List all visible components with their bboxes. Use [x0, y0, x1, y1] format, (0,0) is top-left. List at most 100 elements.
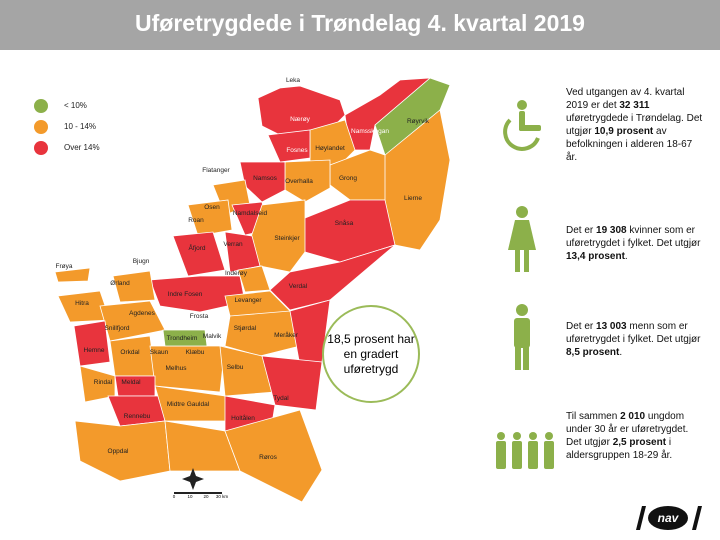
- map-label: Røyrvik: [407, 118, 430, 125]
- scale-label: 0: [173, 494, 176, 499]
- region: [54, 267, 91, 283]
- legend-swatch: [34, 120, 48, 134]
- group-icon: [496, 432, 554, 469]
- map-label: Snillfjord: [105, 325, 130, 332]
- map-label: Meråker: [274, 331, 299, 339]
- map-label: Rennebu: [124, 413, 151, 420]
- logo-text: nav: [658, 511, 680, 525]
- map-label: Verran: [223, 241, 243, 248]
- legend-swatch: [34, 99, 48, 113]
- map-label: Ørland: [110, 280, 130, 287]
- map-label: Namsos: [253, 175, 278, 182]
- highlight-text: 18,5 prosent har en gradert uføretrygd: [327, 331, 415, 376]
- map-label: Fosnes: [286, 147, 308, 154]
- map-label: Skaun: [150, 349, 169, 356]
- scale-label: 30 km: [216, 494, 229, 499]
- compass-rose: [182, 468, 204, 490]
- map-label: Trondheim: [167, 335, 198, 342]
- labels: Leka Vikna Nærøy Namsskogan Røyrvik Fosn…: [56, 77, 430, 461]
- info-text: Ved utgangen av 4. kvartal 2019 er det: [566, 87, 685, 111]
- man-icon: [514, 304, 530, 370]
- scale-label: 10: [187, 494, 193, 499]
- icons: [496, 100, 554, 469]
- scale-bar: 0 10 20 30 km: [173, 492, 229, 499]
- logo: nav: [636, 506, 702, 530]
- woman-icon: [508, 206, 536, 272]
- map-label: Namsskogan: [351, 128, 389, 135]
- map-label: Røros: [259, 454, 277, 461]
- map-label: Selbu: [227, 364, 244, 371]
- title: Uføretrygdede i Trøndelag 4. kvartal 201…: [0, 0, 720, 50]
- map-label: Osen: [204, 204, 220, 211]
- map-label: Hitra: [75, 300, 89, 307]
- map-label: Melhus: [166, 365, 188, 372]
- info-block: Til sammen 2 010 ungdom under 30 år er u…: [566, 410, 706, 462]
- info-bold: 8,5 prosent: [566, 347, 620, 358]
- region: [99, 300, 166, 342]
- info-text: Det er: [566, 321, 597, 332]
- info-bold: 19 308: [596, 225, 627, 236]
- map-label: Rindal: [94, 379, 113, 386]
- info-bold: 2,5 prosent: [612, 437, 667, 448]
- map-label: Nærøy: [290, 116, 311, 123]
- region: [267, 129, 311, 163]
- info-text: ungdom under 30 år er uføretrygdet. Det …: [566, 411, 689, 448]
- map-label: Holtålen: [231, 414, 255, 422]
- info-text: Til sammen: [566, 411, 621, 422]
- info-bold: 13 003: [596, 321, 627, 332]
- map-label: Namdalseid: [233, 210, 268, 217]
- map-label: Levanger: [234, 297, 262, 304]
- info-text: kvinner som er uføretrygdet i fylket. De…: [566, 225, 701, 249]
- info-bold: 13,4 prosent: [566, 251, 625, 262]
- map-label: Stjørdal: [234, 325, 257, 332]
- map-label: Snåsa: [335, 219, 354, 227]
- region: [107, 395, 166, 427]
- map-label: Hemne: [84, 347, 105, 354]
- map-label: Lierne: [404, 195, 422, 202]
- map-label: Klæbu: [186, 349, 205, 356]
- info-text: .: [619, 347, 623, 358]
- map-label: Frosta: [190, 313, 209, 320]
- info-bold: 2 010: [620, 411, 646, 422]
- map-label: Høylandet: [315, 145, 345, 152]
- region: [224, 409, 323, 503]
- info-bold: 32 311: [619, 100, 650, 111]
- map-label: Åfjord: [189, 243, 206, 252]
- wheelchair-icon: [503, 100, 541, 151]
- info-text: menn som er uføretrygdet i fylket. Det u…: [566, 321, 701, 345]
- region: [73, 320, 111, 367]
- map-label: Frøya: [56, 263, 73, 270]
- map-label: Verdal: [289, 283, 308, 290]
- map-label: Orkdal: [120, 349, 140, 356]
- map-label: Malvik: [203, 333, 222, 340]
- map-label: Steinkjer: [274, 235, 300, 242]
- map-label: Inderøy: [225, 270, 248, 277]
- map-label: Roan: [188, 217, 204, 224]
- scale-label: 20: [203, 494, 209, 499]
- municipalities: [54, 77, 451, 503]
- info-text: uføretrygdede i Trøndelag. Det utgjør: [566, 113, 703, 137]
- region: [261, 355, 323, 411]
- info-block: Det er 13 003 menn som er uføretrygdet i…: [566, 320, 706, 359]
- map-label: Midtre Gauldal: [167, 401, 210, 408]
- scale-line: [174, 492, 222, 494]
- map-label: Tydal: [273, 395, 289, 402]
- info-text: .: [624, 251, 628, 262]
- map-label: Oppdal: [108, 448, 130, 455]
- map-label: Indre Fosen: [168, 291, 203, 298]
- info-block: Det er 19 308 kvinner som er uføretrygde…: [566, 224, 706, 263]
- info-text: av befolkningen i alderen 18-67 år.: [566, 126, 693, 163]
- info-block: Ved utgangen av 4. kvartal 2019 er det 3…: [566, 86, 706, 164]
- legend-label: < 10%: [64, 101, 87, 110]
- info-bold: 10,9 prosent: [594, 126, 654, 137]
- region: [112, 270, 156, 303]
- legend-label: 10 - 14%: [64, 122, 96, 131]
- map-label: Flatanger: [202, 167, 230, 174]
- map-label: Agdenes: [129, 310, 155, 317]
- info-text: i aldersgruppen 18-29 år.: [566, 437, 673, 461]
- map-label: Vikna: [240, 111, 257, 118]
- compass: [182, 468, 204, 490]
- map-label: Meldal: [121, 379, 141, 386]
- highlight-circle: 18,5 prosent har en gradert uføretrygd: [322, 305, 420, 403]
